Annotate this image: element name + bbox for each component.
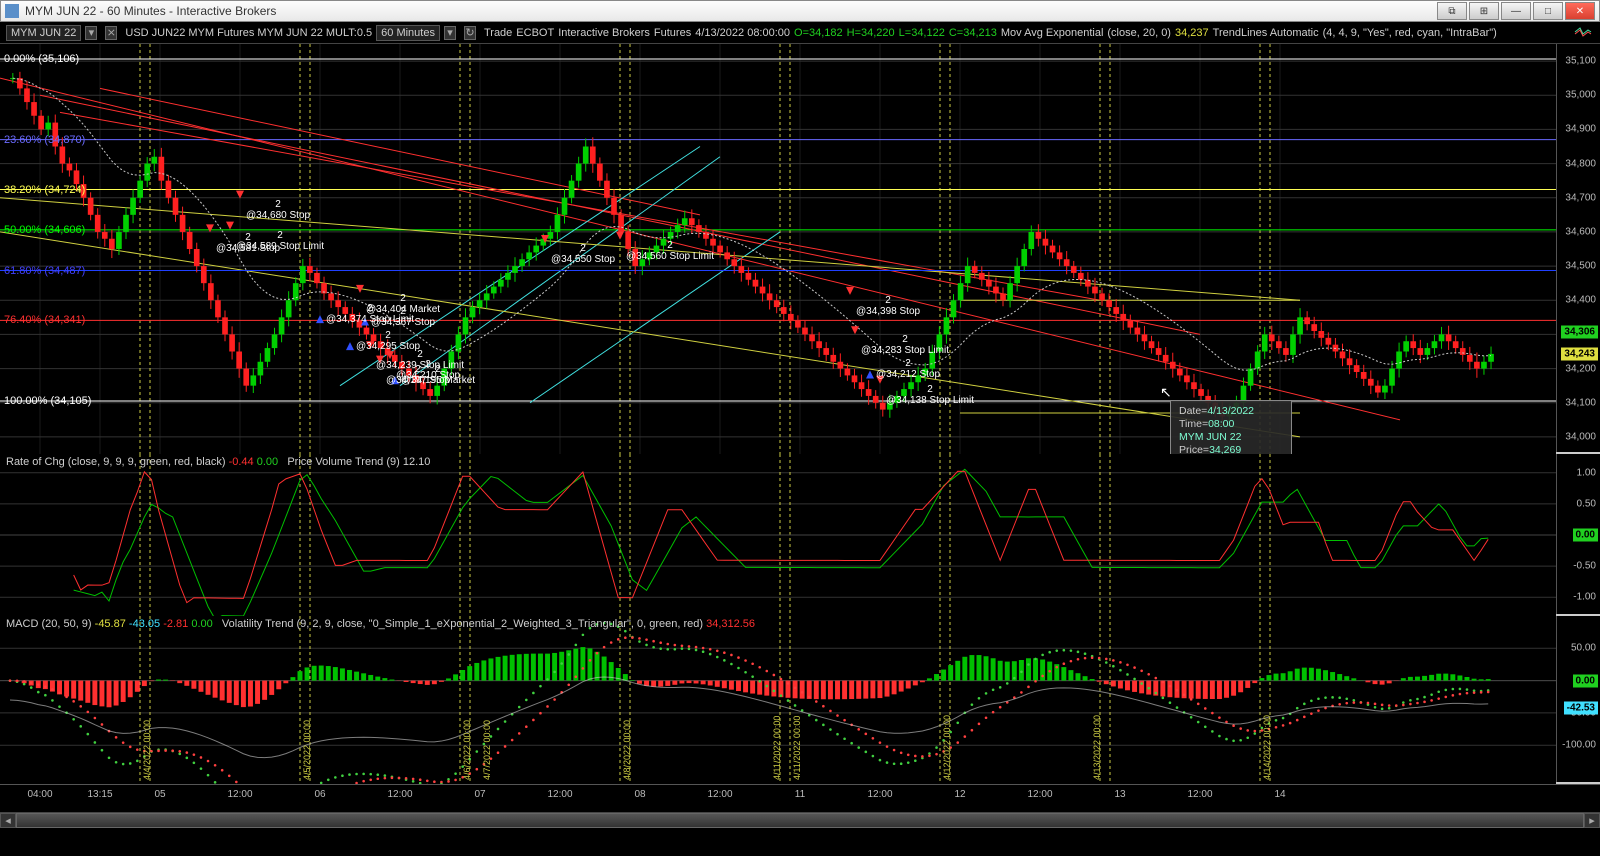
app-icon (5, 4, 19, 18)
svg-text:4/4/2022 00:00: 4/4/2022 00:00 (142, 720, 152, 780)
maximize-icon[interactable]: □ (1533, 2, 1563, 20)
scrollbar-thumb[interactable] (16, 813, 1584, 828)
time-x-axis: 04:0013:150512:000612:000712:000812:0011… (0, 784, 1600, 812)
ema-name: Mov Avg Exponential (1001, 27, 1104, 39)
svg-text:4/8/2022 00:00: 4/8/2022 00:00 (622, 720, 632, 780)
svg-text:4/11/2022 00:00: 4/11/2022 00:00 (772, 716, 782, 780)
macd-panel[interactable]: MACD (20, 50, 9) -45.87 -43.05 -2.81 0.0… (0, 616, 1600, 784)
scroll-left-icon[interactable]: ◂ (0, 813, 16, 828)
restore-icon[interactable]: ⧉ (1437, 2, 1467, 20)
maximize2-icon[interactable]: ⊞ (1469, 2, 1499, 20)
symbol-description: USD JUN22 MYM Futures MYM JUN 22 MULT:0.… (125, 27, 372, 39)
sectype-label: Futures (654, 27, 691, 39)
minimize-icon[interactable]: — (1501, 2, 1531, 20)
ema-value: 34,237 (1175, 27, 1209, 39)
trendlines-name: TrendLines Automatic (1213, 27, 1319, 39)
window-buttons: ⧉ ⊞ — □ ✕ (1435, 2, 1595, 20)
chevron-down-icon[interactable]: ⨯ (105, 26, 117, 40)
price-chart[interactable] (0, 44, 1556, 454)
svg-text:4/14/2022 00:00: 4/14/2022 00:00 (1262, 715, 1272, 780)
price-chart-panel[interactable]: 35,10035,00034,90034,80034,70034,60034,5… (0, 44, 1600, 454)
chevron-down-icon[interactable]: ▾ (85, 26, 97, 40)
svg-text:4/11/2022 00:00: 4/11/2022 00:00 (792, 716, 802, 780)
macd-header: MACD (20, 50, 9) -45.87 -43.05 -2.81 0.0… (6, 618, 755, 630)
high-label: H=34,220 (847, 27, 895, 39)
window-titlebar: MYM JUN 22 - 60 Minutes - Interactive Br… (0, 0, 1600, 22)
scroll-right-icon[interactable]: ▸ (1584, 813, 1600, 828)
chevron-down-icon[interactable]: ▾ (444, 26, 456, 40)
exchange-label: ECBOT (516, 27, 554, 39)
svg-text:4/12/2022 00:00: 4/12/2022 00:00 (942, 715, 952, 780)
macd-y-axis: 50.000.00-50.00-100.000.00-42.53 (1556, 616, 1600, 782)
ema-params: (close, 20, 0) (1107, 27, 1171, 39)
open-label: O=34,182 (794, 27, 843, 39)
trendlines-params: (4, 4, 9, "Yes", red, cyan, "IntraBar") (1323, 27, 1497, 39)
signal-icon (1574, 26, 1594, 40)
bar-datetime: 4/13/2022 08:00:00 (695, 27, 790, 39)
low-label: L=34,122 (899, 27, 945, 39)
roc-chart[interactable] (0, 454, 1556, 616)
svg-text:4/13/2022 00:00: 4/13/2022 00:00 (1092, 715, 1102, 780)
roc-panel[interactable]: Rate of Chg (close, 9, 9, 9, green, red,… (0, 454, 1600, 616)
symbol-selector[interactable]: MYM JUN 22 (6, 25, 81, 41)
refresh-icon[interactable]: ↻ (464, 26, 476, 40)
timeframe-selector[interactable]: 60 Minutes (376, 25, 440, 41)
svg-text:4/7/2022 00:00: 4/7/2022 00:00 (482, 720, 492, 780)
roc-y-axis: 1.000.500.00-0.50-1.000.00 (1556, 454, 1600, 614)
info-bar: MYM JUN 22 ▾ ⨯ USD JUN22 MYM Futures MYM… (0, 22, 1600, 44)
svg-text:4/5/2022 00:00: 4/5/2022 00:00 (302, 720, 312, 780)
roc-header: Rate of Chg (close, 9, 9, 9, green, red,… (6, 456, 430, 468)
close-label: C=34,213 (949, 27, 997, 39)
svg-text:4/6/2022 00:00: 4/6/2022 00:00 (462, 720, 472, 780)
trade-link[interactable]: Trade (484, 27, 512, 39)
price-y-axis: 35,10035,00034,90034,80034,70034,60034,5… (1556, 44, 1600, 452)
broker-label: Interactive Brokers (558, 27, 650, 39)
close-icon[interactable]: ✕ (1565, 2, 1595, 20)
window-title: MYM JUN 22 - 60 Minutes - Interactive Br… (25, 4, 1435, 18)
horizontal-scrollbar[interactable]: ◂ ▸ (0, 812, 1600, 828)
macd-chart[interactable]: 4/4/2022 00:00 4/5/2022 00:00 4/6/2022 00:… (0, 616, 1556, 784)
